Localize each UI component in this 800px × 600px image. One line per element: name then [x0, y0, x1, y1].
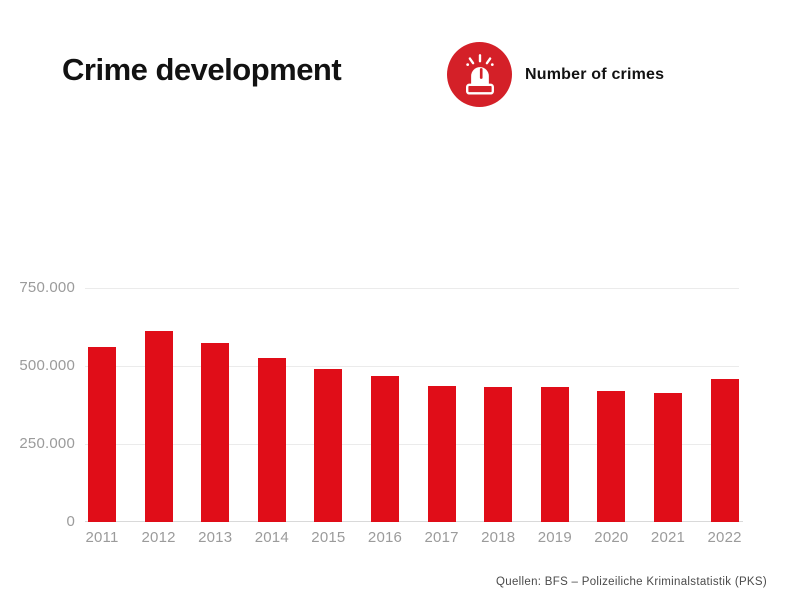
bar-2014 [257, 357, 286, 522]
x-tick-label: 2013 [198, 529, 233, 546]
x-tick-label: 2017 [424, 529, 459, 546]
gridline-750.000 [85, 288, 739, 289]
siren-rays [468, 54, 492, 65]
legend-label: Number of crimes [525, 65, 665, 83]
bar-2019 [540, 386, 569, 522]
bar-2012 [144, 330, 173, 522]
bar-2022 [710, 379, 739, 522]
source-note: Quellen: BFS – Polizeiliche Kriminalstat… [496, 576, 767, 588]
legend: Number of crimes [447, 42, 664, 107]
bar-2015 [314, 369, 343, 522]
plot-area [85, 288, 743, 522]
bar-2017 [427, 385, 456, 522]
x-tick-label: 2012 [141, 529, 176, 546]
x-tick-label: 2018 [481, 529, 516, 546]
bar-2011 [88, 347, 116, 522]
bar-2016 [371, 376, 399, 522]
bar-2021 [654, 392, 682, 522]
y-tick-label: 0 [66, 513, 75, 530]
bar-2018 [484, 387, 513, 522]
x-tick-label: 2015 [311, 529, 346, 546]
bar-2013 [201, 342, 230, 522]
x-tick-label: 2021 [650, 529, 686, 546]
gridline-500.000 [85, 366, 739, 367]
page-title: Crime development [62, 52, 342, 87]
x-tick-label: 2011 [85, 529, 119, 546]
gridline-0 [85, 521, 743, 522]
y-tick-label: 500.000 [19, 357, 75, 374]
siren-base [466, 83, 494, 95]
y-tick-label: 250.000 [19, 435, 75, 452]
x-tick-label: 2016 [367, 529, 403, 546]
x-tick-label: 2014 [254, 529, 289, 546]
y-tick-label: 750.000 [19, 279, 75, 296]
gridline-250.000 [85, 444, 739, 445]
siren-icon [447, 42, 512, 107]
siren-dome-slit [479, 68, 483, 79]
x-tick-label: 2019 [537, 529, 572, 546]
bar-2020 [597, 390, 626, 522]
x-tick-label: 2022 [707, 529, 742, 546]
x-tick-label: 2020 [594, 529, 629, 546]
